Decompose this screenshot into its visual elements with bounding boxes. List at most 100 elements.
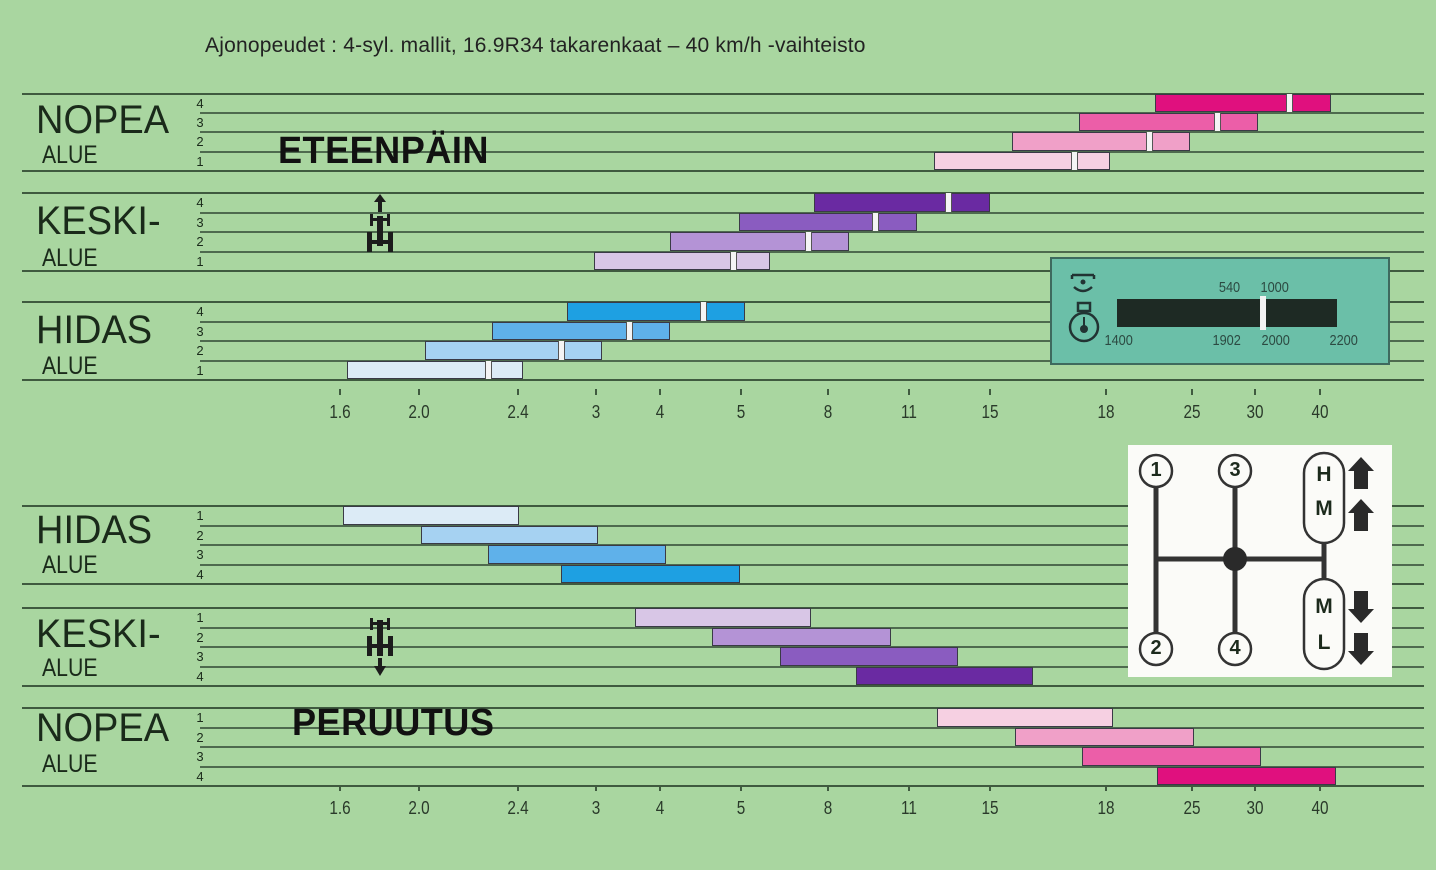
speed-range-bar xyxy=(567,302,745,321)
range-m-high-label: M xyxy=(1315,497,1333,520)
shift-pattern-diagram xyxy=(1138,451,1374,671)
gear-2-label: 2 xyxy=(1150,637,1162,659)
rated-rpm-marker xyxy=(1260,296,1266,330)
gear-4-label: 4 xyxy=(1229,637,1241,659)
gear-number: 4 xyxy=(196,96,204,111)
axis-tick xyxy=(418,389,420,395)
gear-number: 4 xyxy=(196,566,204,582)
rpm-label-2200: 2200 xyxy=(1329,332,1358,349)
gear-number: 2 xyxy=(196,629,204,645)
rated-speed-marker xyxy=(1214,113,1221,132)
gridline xyxy=(200,250,1424,253)
pto-shaft-icon xyxy=(1070,273,1096,293)
range-group-sublabel: ALUE xyxy=(42,352,98,380)
axis-tick-label: 2.0 xyxy=(408,798,430,818)
gridline xyxy=(200,524,1424,527)
gridline xyxy=(200,563,1424,566)
gridline xyxy=(22,685,1424,687)
gear-number: 2 xyxy=(196,343,204,358)
axis-tick-label: 30 xyxy=(1246,402,1264,422)
speed-range-bar xyxy=(856,666,1033,685)
axis-tick xyxy=(1105,785,1107,791)
axis-tick-label: 1.6 xyxy=(329,798,351,818)
gridline xyxy=(200,340,1424,342)
axis-tick xyxy=(827,389,829,395)
axis-tick-label: 2.4 xyxy=(507,798,529,818)
range-group-label: HIDAS xyxy=(36,508,153,552)
gridline xyxy=(200,359,1424,362)
axis-tick-label: 25 xyxy=(1183,402,1201,422)
gear-number: 4 xyxy=(196,304,204,319)
axis-tick-label: 18 xyxy=(1097,402,1115,422)
axis-tick xyxy=(1254,785,1256,791)
gridline xyxy=(200,746,1424,748)
gridline xyxy=(22,169,1424,172)
gridline xyxy=(200,726,1424,729)
rpm-label-1400: 1400 xyxy=(1104,332,1133,349)
axis-tick-label: 1.6 xyxy=(329,402,351,422)
gridline xyxy=(22,785,1424,787)
range-group-sublabel: ALUE xyxy=(42,551,98,579)
gridline xyxy=(200,765,1424,768)
axis-tick-label: 2.0 xyxy=(408,402,430,422)
gear-shift-pattern: 1 3 2 4 H M M L xyxy=(1128,445,1392,677)
range-group-sublabel: ALUE xyxy=(42,141,98,169)
pto-rpm-panel: 540 1000 1400 1902 2000 2200 xyxy=(1050,257,1390,365)
gear-1-label: 1 xyxy=(1150,459,1162,481)
axis-tick xyxy=(740,785,742,791)
axis-tick xyxy=(1191,389,1193,395)
gear-number: 4 xyxy=(196,195,204,210)
engine-rpm-icon xyxy=(1068,301,1100,343)
rated-speed-marker xyxy=(872,212,879,231)
axis-tick-label: 25 xyxy=(1183,798,1201,818)
reverse-section-label: PERUUTUS xyxy=(292,702,495,744)
speed-range-bar xyxy=(343,506,519,525)
gear-number: 3 xyxy=(196,547,204,562)
rated-speed-marker xyxy=(1286,94,1293,113)
gridline xyxy=(22,192,1424,194)
axis-tick xyxy=(339,389,341,395)
gridline xyxy=(200,150,1424,153)
speed-range-bar xyxy=(937,708,1113,727)
range-group-label: NOPEA xyxy=(36,706,170,750)
rated-speed-marker xyxy=(485,360,492,379)
rated-speed-marker xyxy=(1146,132,1153,151)
speed-range-bar xyxy=(1155,94,1331,113)
gear-number: 1 xyxy=(196,710,204,725)
axis-tick xyxy=(1319,389,1321,395)
gear-number: 1 xyxy=(196,253,204,269)
speed-range-bar xyxy=(1157,766,1336,785)
range-group-label: KESKI- xyxy=(36,199,161,243)
axis-tick xyxy=(1105,389,1107,395)
axis-tick xyxy=(908,785,910,791)
gridline xyxy=(22,93,1424,95)
axis-tick-label: 4 xyxy=(655,402,665,422)
axis-tick xyxy=(595,785,597,791)
axis-tick-label: 5 xyxy=(736,402,746,422)
gear-3-label: 3 xyxy=(1229,459,1241,481)
speed-range-bar xyxy=(421,525,598,544)
axis-tick xyxy=(339,785,341,791)
axis-tick-label: 15 xyxy=(981,402,999,422)
pto-label-1000: 1000 xyxy=(1260,279,1289,296)
axis-tick-label: 8 xyxy=(823,402,833,422)
axis-tick xyxy=(1254,389,1256,395)
gear-number: 3 xyxy=(196,323,204,339)
gridline xyxy=(200,131,1424,134)
gridline xyxy=(200,665,1424,668)
speed-range-bar xyxy=(1079,113,1258,132)
gridline xyxy=(22,270,1424,272)
rated-speed-marker xyxy=(1071,151,1078,170)
range-group-label: KESKI- xyxy=(36,612,161,656)
speed-range-bar xyxy=(347,360,523,379)
axis-tick xyxy=(659,785,661,791)
speed-range-bar xyxy=(488,545,666,564)
axis-tick xyxy=(1319,785,1321,791)
axis-tick-label: 5 xyxy=(736,798,746,818)
axis-tick-label: 2.4 xyxy=(507,402,529,422)
speed-range-bar xyxy=(635,608,811,627)
gridline xyxy=(22,583,1424,585)
rpm-label-2000: 2000 xyxy=(1261,332,1290,349)
tractor-forward-icon xyxy=(367,194,393,252)
axis-tick xyxy=(1191,785,1193,791)
